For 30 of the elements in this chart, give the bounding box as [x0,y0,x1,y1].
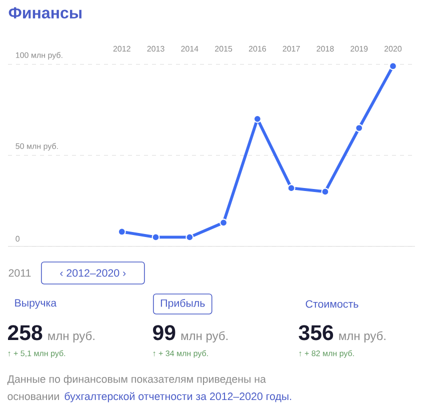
x-tick-label: 2019 [350,46,368,52]
x-tick-label: 2020 [384,46,402,52]
text: ↑ + 5,1 млн руб. [8,350,66,358]
y-tick-label: 0 [16,236,20,242]
x-tick-label: 2014 [181,46,198,52]
chart-title: Финансы [8,7,82,18]
x-tick-label: 2013 [147,46,164,52]
y-tick-label: 100 млн руб. [16,52,62,60]
text: млн руб. [48,331,94,342]
text: бухгалтерской отчетности за 2012–2020 годы. [64,392,292,402]
text: 99 [153,325,176,340]
x-tick-label: 2012 [113,46,130,52]
text: Данные по финансовым показателям приведены на [7,375,266,385]
text: Прибыль [160,298,205,310]
x-tick-label: 2018 [316,46,334,52]
text: 356 [298,325,334,340]
text: млн руб. [339,331,386,342]
text: основании [8,394,59,400]
text: 2011 [8,269,31,277]
text: Выручка [15,299,57,309]
y-tick-label: 50 млн руб. [16,143,58,151]
text: ↑ + 82 млн руб. [299,350,354,358]
text: млн руб. [181,331,228,342]
x-tick-label: 2015 [215,46,232,52]
text: ↑ + 34 млн руб. [153,350,208,358]
text: 258 [8,325,42,340]
text: Стоимость [306,300,358,308]
x-tick-label: 2016 [248,46,266,52]
x-tick-label: 2017 [282,46,300,52]
text: ‹ 2012–2020 › [60,269,126,277]
